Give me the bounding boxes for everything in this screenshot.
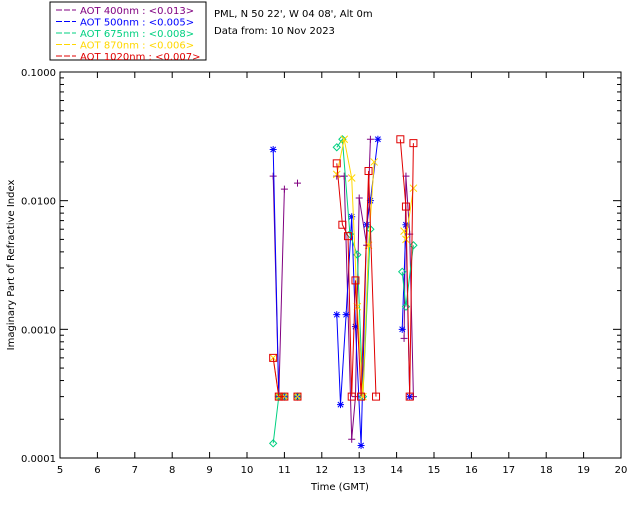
- data-point: [396, 135, 405, 144]
- legend-label: AOT 675nm : <0.008>: [80, 29, 194, 40]
- data-point: [351, 323, 359, 331]
- data-point: [400, 334, 408, 342]
- data-point: [355, 194, 363, 202]
- data-point: [366, 135, 374, 143]
- data-point: [293, 392, 302, 401]
- y-tick-label: 0.0010: [21, 325, 56, 336]
- legend-label: AOT 500nm : <0.005>: [80, 18, 194, 29]
- data-point: [357, 442, 365, 450]
- data-point: [293, 392, 302, 401]
- series-line: [401, 245, 414, 307]
- series-4: [269, 135, 418, 401]
- data-point: [332, 170, 341, 179]
- data-point: [338, 220, 347, 229]
- data-point: [366, 197, 374, 205]
- data-point: [342, 311, 350, 319]
- data-point: [269, 172, 277, 180]
- x-tick-label: 11: [278, 465, 291, 476]
- y-tick-label: 0.0001: [21, 454, 56, 465]
- data-point: [409, 139, 418, 148]
- data-point: [347, 174, 356, 182]
- data-point: [401, 202, 410, 211]
- x-tick-label: 19: [577, 465, 590, 476]
- data-point: [372, 392, 381, 401]
- date-info: Data from: 10 Nov 2023: [214, 26, 335, 37]
- series-layer: [268, 135, 418, 450]
- x-tick-label: 6: [94, 465, 100, 476]
- x-axis-label: Time (GMT): [310, 482, 369, 493]
- plot-area: [59, 71, 622, 459]
- data-point: [409, 241, 418, 250]
- x-tick-label: 18: [540, 465, 553, 476]
- y-tick-label: 0.1000: [21, 68, 56, 79]
- x-tick-label: 16: [465, 465, 478, 476]
- data-point: [374, 135, 382, 143]
- data-point: [364, 167, 373, 176]
- legend-label: AOT 870nm : <0.006>: [80, 41, 194, 52]
- axes: 5 6 7 8 9 10 11 12 13 14 15 16 17 18 19 20 0.0001 0.0010 0…: [21, 68, 627, 476]
- data-point: [337, 401, 344, 409]
- data-point: [340, 172, 348, 180]
- data-point: [332, 143, 341, 152]
- x-tick-label: 10: [241, 465, 254, 476]
- data-point: [398, 325, 406, 333]
- data-point: [274, 392, 283, 401]
- x-tick-label: 17: [502, 465, 515, 476]
- legend-label: AOT 400nm : <0.013>: [80, 6, 194, 17]
- series-line: [399, 139, 414, 397]
- x-tick-label: 7: [132, 465, 138, 476]
- x-tick-label: 20: [615, 465, 628, 476]
- data-point: [269, 145, 277, 153]
- data-point: [406, 393, 414, 401]
- data-point: [348, 435, 356, 443]
- x-tick-label: 9: [206, 465, 212, 476]
- site-info: PML, N 50 22', W 04 08', Alt 0m: [214, 9, 373, 20]
- legend: AOT 400nm : <0.013>AOT 500nm : <0.005>AO…: [49, 1, 207, 63]
- data-point: [293, 179, 301, 187]
- data-point: [269, 353, 278, 362]
- data-point: [347, 392, 356, 401]
- x-tick-label: 5: [57, 465, 63, 476]
- data-point: [398, 267, 407, 277]
- data-point: [333, 311, 341, 319]
- data-point: [332, 159, 341, 168]
- x-tick-label: 8: [169, 465, 175, 476]
- data-point: [280, 185, 288, 193]
- data-point: [348, 213, 356, 221]
- x-tick-label: 12: [315, 465, 328, 476]
- data-point: [343, 232, 352, 241]
- y-axis-label: Imaginary Part of Refractive Index: [6, 180, 17, 351]
- data-point: [357, 392, 366, 401]
- y-tick-label: 0.0100: [21, 197, 56, 208]
- series-line: [336, 163, 377, 397]
- data-point: [269, 354, 278, 362]
- data-point: [370, 158, 379, 166]
- x-tick-label: 14: [390, 465, 403, 476]
- x-tick-label: 13: [353, 465, 366, 476]
- x-tick-label: 15: [428, 465, 441, 476]
- legend-label: AOT 1020nm : <0.007>: [80, 52, 200, 63]
- data-point: [351, 276, 360, 285]
- data-point: [405, 392, 414, 401]
- data-point: [409, 184, 418, 193]
- data-point: [280, 392, 289, 401]
- data-point: [402, 235, 410, 244]
- data-point: [340, 135, 349, 144]
- data-point: [268, 439, 278, 448]
